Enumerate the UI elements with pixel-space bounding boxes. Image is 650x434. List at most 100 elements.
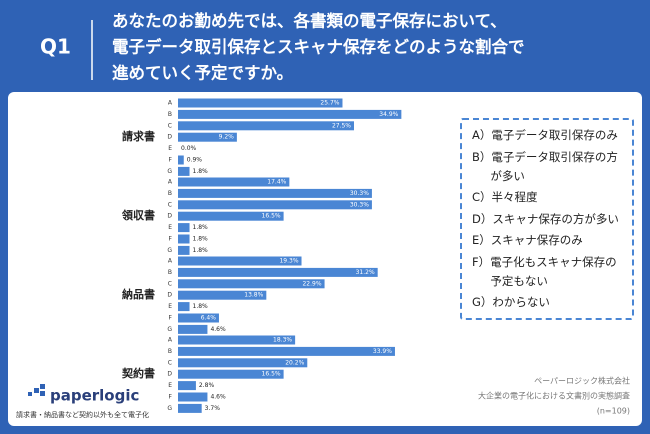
bar <box>178 392 208 402</box>
value-label: 27.5% <box>332 122 351 129</box>
value-label: 0.9% <box>187 157 203 164</box>
category-label: F <box>169 157 173 164</box>
bar <box>178 290 267 300</box>
value-label: 0.0% <box>181 145 197 152</box>
legend-item: F）電子化もスキャナ保存の予定もない <box>472 254 617 288</box>
category-label: C <box>168 280 172 287</box>
category-label: B <box>168 269 172 276</box>
category-label: G <box>167 405 172 412</box>
value-label: 9.2% <box>219 134 235 141</box>
bar <box>178 223 190 233</box>
category-label: E <box>168 224 172 231</box>
group-label: 請求書 <box>122 129 155 143</box>
value-label: 22.9% <box>302 280 321 287</box>
category-label: D <box>167 371 172 378</box>
group-label: 納品書 <box>122 287 155 301</box>
value-label: 4.6% <box>210 394 226 401</box>
bar <box>178 381 196 391</box>
value-label: 1.8% <box>193 303 209 310</box>
category-label: C <box>168 359 172 366</box>
question-line: あなたのお勤め先では、各書類の電子保存において、 <box>112 11 507 31</box>
bar <box>178 98 343 108</box>
category-label: F <box>169 394 173 401</box>
bar <box>178 177 290 187</box>
bar <box>178 267 378 277</box>
category-label: D <box>167 134 172 141</box>
category-label: D <box>167 292 172 299</box>
category-label: E <box>168 145 172 152</box>
legend-item: C）半々程度 <box>472 190 538 204</box>
bar <box>178 234 190 244</box>
bar <box>178 245 190 255</box>
bar <box>178 358 308 368</box>
bar <box>178 403 202 413</box>
logo: paperlogic <box>50 387 139 405</box>
category-label: A <box>168 258 173 265</box>
legend: A）電子データ取引保存のみ B）電子データ取引保存の方が多い C）半々程度 D）スキャ… <box>460 118 634 320</box>
bar <box>178 200 372 210</box>
value-label: 1.8% <box>193 247 209 254</box>
value-label: 1.8% <box>193 236 209 243</box>
group-label: 契約書 <box>121 366 155 380</box>
logo-icon <box>28 384 45 396</box>
value-label: 31.2% <box>356 269 375 276</box>
category-label: B <box>168 111 172 118</box>
group-label: 領収書 <box>121 208 155 222</box>
value-label: 33.9% <box>373 348 392 355</box>
category-label: F <box>169 315 173 322</box>
bar <box>178 188 372 198</box>
category-label: A <box>168 179 173 186</box>
value-label: 2.8% <box>199 382 215 389</box>
bar <box>178 256 302 266</box>
value-label: 4.6% <box>210 326 226 333</box>
category-label: F <box>169 236 173 243</box>
value-label: 17.4% <box>267 179 286 186</box>
category-label: A <box>168 337 173 344</box>
category-label: C <box>168 201 172 208</box>
value-label: 34.9% <box>379 111 398 118</box>
category-label: E <box>168 303 172 310</box>
category-label: G <box>167 326 172 333</box>
category-label: G <box>167 247 172 254</box>
legend-item: G）わからない <box>472 295 550 309</box>
bar <box>178 155 184 165</box>
bar <box>178 335 296 345</box>
source: 大企業の電子化における文書別の実態調査 <box>478 391 630 401</box>
category-label: B <box>168 190 172 197</box>
legend-item: B）電子データ取引保存の方が多い <box>472 149 618 183</box>
bar <box>178 346 395 356</box>
tagline: 請求書・納品書など契約以外も全て電子化 <box>16 410 149 419</box>
bar <box>178 211 284 221</box>
bar <box>178 109 402 119</box>
panel <box>8 92 642 426</box>
value-label: 30.3% <box>350 201 369 208</box>
question-number: Q1 <box>40 35 71 59</box>
value-label: 13.8% <box>244 292 263 299</box>
bar <box>178 279 325 289</box>
question-line: 電子データ取引保存とスキャナ保存をどのような割合で <box>112 37 525 57</box>
value-label: 16.5% <box>262 213 281 220</box>
category-label: D <box>167 213 172 220</box>
bar <box>178 324 208 334</box>
legend-item: E）スキャナ保存のみ <box>472 233 583 247</box>
category-label: G <box>167 168 172 175</box>
value-label: 20.2% <box>285 359 304 366</box>
value-label: 18.3% <box>273 337 292 344</box>
source: ペーパーロジック株式会社 <box>534 376 630 386</box>
category-label: B <box>168 348 172 355</box>
value-label: 6.4% <box>201 315 217 322</box>
value-label: 19.3% <box>279 258 298 265</box>
value-label: 30.3% <box>350 190 369 197</box>
bar <box>178 121 354 131</box>
value-label: 16.5% <box>262 371 281 378</box>
value-label: 1.8% <box>193 168 209 175</box>
category-label: A <box>168 100 173 107</box>
legend-item: A）電子データ取引保存のみ <box>472 128 618 142</box>
bar <box>178 313 219 323</box>
value-label: 1.8% <box>193 224 209 231</box>
bar <box>178 132 237 142</box>
category-label: E <box>168 382 172 389</box>
bar <box>178 369 284 379</box>
